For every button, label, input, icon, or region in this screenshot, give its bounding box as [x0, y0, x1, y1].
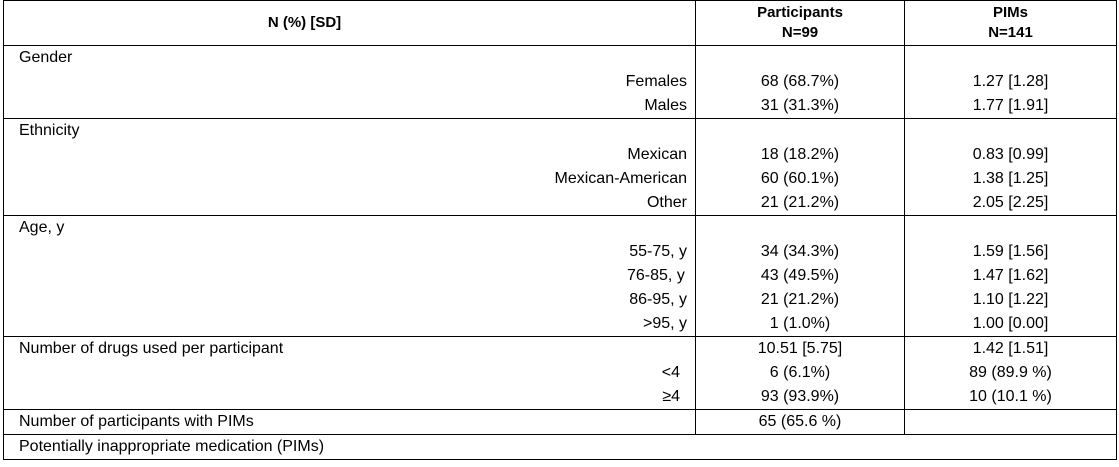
pims-cell: 10 (10.1 %) [904, 385, 1117, 410]
table-row: Males 31 (31.3%) 1.77 [1.91] [3, 94, 1117, 119]
table-row: >95, y 1 (1.0%) 1.00 [0.00] [3, 312, 1117, 337]
header-row: N (%) [SD] Participants N=99 PIMs N=141 [3, 0, 1117, 46]
row-label: Mexican [3, 143, 696, 167]
participants-cell: 6 (6.1%) [695, 361, 905, 385]
pims-cell: 1.38 [1.25] [904, 167, 1117, 191]
table-row: Number of participants with PIMs 65 (65.… [3, 409, 1117, 435]
participants-cell: 34 (34.3%) [695, 240, 905, 264]
summary-table: N (%) [SD] Participants N=99 PIMs N=141 … [3, 0, 1117, 460]
pims-cell: 1.77 [1.91] [904, 94, 1117, 119]
group-label-with-pims: Number of participants with PIMs [3, 409, 696, 435]
table-row: 55-75, y 34 (34.3%) 1.59 [1.56] [3, 240, 1117, 264]
header-pims-n: N=141 [988, 24, 1033, 41]
table-row: Number of drugs used per participant 10.… [3, 336, 1117, 361]
pims-cell: 0.83 [0.99] [904, 143, 1117, 167]
table-row: Mexican-American 60 (60.1%) 1.38 [1.25] [3, 167, 1117, 191]
pims-cell: 1.42 [1.51] [904, 336, 1117, 361]
table-row: Mexican 18 (18.2%) 0.83 [0.99] [3, 143, 1117, 167]
table-row: ≥4 93 (93.9%) 10 (10.1 %) [3, 385, 1117, 410]
header-n-pct-sd: N (%) [SD] [3, 0, 696, 46]
table-row: Gender [3, 45, 1117, 70]
table-row: Females 68 (68.7%) 1.27 [1.28] [3, 70, 1117, 94]
pims-cell: 1.59 [1.56] [904, 240, 1117, 264]
participants-cell: 10.51 [5.75] [695, 336, 905, 361]
group-label-age: Age, y [3, 215, 696, 240]
pims-cell: 1.00 [0.00] [904, 312, 1117, 337]
participants-cell: 21 (21.2%) [695, 191, 905, 216]
pims-cell: 1.10 [1.22] [904, 288, 1117, 312]
participants-cell: 43 (49.5%) [695, 264, 905, 288]
table-row: Other 21 (21.2%) 2.05 [2.25] [3, 191, 1117, 216]
participants-cell: 60 (60.1%) [695, 167, 905, 191]
pims-cell [904, 409, 1117, 435]
footnote: Potentially inappropriate medication (PI… [3, 434, 1117, 460]
participants-cell: 65 (65.6 %) [695, 409, 905, 435]
row-label: Other [3, 191, 696, 216]
group-label-drugs: Number of drugs used per participant [3, 336, 696, 361]
row-label: >95, y [3, 312, 696, 337]
header-pims: PIMs N=141 [904, 0, 1117, 46]
table-row: 76-85, y 43 (49.5%) 1.47 [1.62] [3, 264, 1117, 288]
group-label-ethnicity: Ethnicity [3, 118, 696, 143]
table-row: 86-95, y 21 (21.2%) 1.10 [1.22] [3, 288, 1117, 312]
row-label: 86-95, y [3, 288, 696, 312]
header-participants-title: Participants [757, 4, 843, 21]
row-label: 55-75, y [3, 240, 696, 264]
participants-cell: 93 (93.9%) [695, 385, 905, 410]
participants-cell: 31 (31.3%) [695, 94, 905, 119]
header-col1-label: N (%) [SD] [267, 14, 342, 31]
participants-cell: 18 (18.2%) [695, 143, 905, 167]
group-label-gender: Gender [3, 45, 696, 70]
header-pims-title: PIMs [992, 4, 1028, 21]
row-label: Females [3, 70, 696, 94]
pims-cell: 1.47 [1.62] [904, 264, 1117, 288]
header-participants: Participants N=99 [695, 0, 905, 46]
pims-cell: 2.05 [2.25] [904, 191, 1117, 216]
row-label: Mexican-American [3, 167, 696, 191]
participants-cell: 21 (21.2%) [695, 288, 905, 312]
table-row: Age, y [3, 215, 1117, 240]
row-label: Males [3, 94, 696, 119]
participants-cell: 1 (1.0%) [695, 312, 905, 337]
footnote-row: Potentially inappropriate medication (PI… [3, 434, 1117, 460]
pims-cell: 1.27 [1.28] [904, 70, 1117, 94]
row-label: ≥4 [3, 385, 696, 410]
table-row: <4 6 (6.1%) 89 (89.9 %) [3, 361, 1117, 385]
row-label-text: 76-85, y [627, 267, 685, 284]
pims-cell: 89 (89.9 %) [904, 361, 1117, 385]
table-row: Ethnicity [3, 118, 1117, 143]
row-label: 76-85, y [3, 264, 696, 288]
header-participants-n: N=99 [781, 24, 819, 41]
participants-cell: 68 (68.7%) [695, 70, 905, 94]
row-label: <4 [3, 361, 696, 385]
